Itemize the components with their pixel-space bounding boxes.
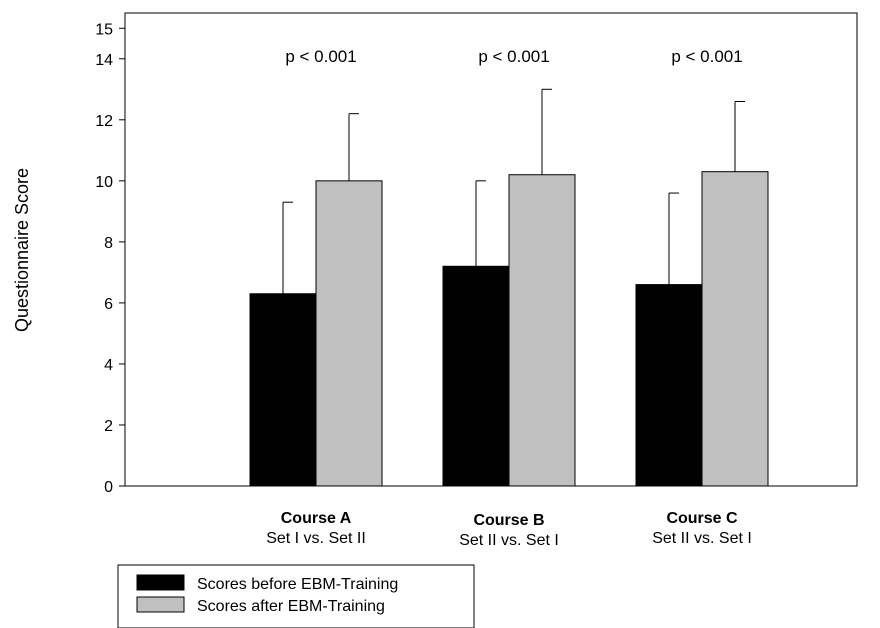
legend-swatch (136, 596, 185, 613)
y-axis-label: Questionnaire Score (12, 168, 32, 332)
legend-label: Scores before EBM-Training (197, 576, 398, 593)
y-tick-label: 0 (104, 479, 113, 496)
category-sublabel: Set II vs. Set I (459, 532, 559, 549)
category-sublabel: Set II vs. Set I (652, 530, 752, 547)
y-tick-label: 6 (104, 296, 113, 313)
legend-swatch (136, 574, 185, 591)
plot-area: 0 2 4 6 8 10 12 14 15 p < 0.001 Course A Set I vs. … (95, 12, 858, 549)
y-tick-label: 8 (104, 235, 113, 252)
p-value-annotation: p < 0.001 (285, 47, 356, 66)
category-label: Course C (666, 510, 738, 527)
p-value-annotation: p < 0.001 (478, 47, 549, 66)
y-tick-label: 15 (95, 21, 113, 38)
y-tick-label: 10 (95, 174, 113, 191)
y-tick-label: 2 (104, 418, 113, 435)
y-tick-label: 12 (95, 113, 113, 130)
p-value-annotation: p < 0.001 (671, 47, 742, 66)
legend-label: Scores after EBM-Training (197, 598, 385, 615)
bar (508, 174, 576, 487)
bar (315, 180, 383, 487)
category-sublabel: Set I vs. Set II (266, 530, 366, 547)
bar (442, 265, 510, 487)
bar (249, 293, 317, 487)
y-tick-label: 14 (95, 52, 113, 69)
category-label: Course B (473, 512, 544, 529)
category-label: Course A (281, 510, 352, 527)
y-tick-label: 4 (104, 357, 113, 374)
legend: Scores before EBM-Training Scores after E… (117, 564, 475, 628)
legend-box (117, 564, 475, 628)
bar (701, 171, 769, 487)
bar (635, 284, 703, 487)
